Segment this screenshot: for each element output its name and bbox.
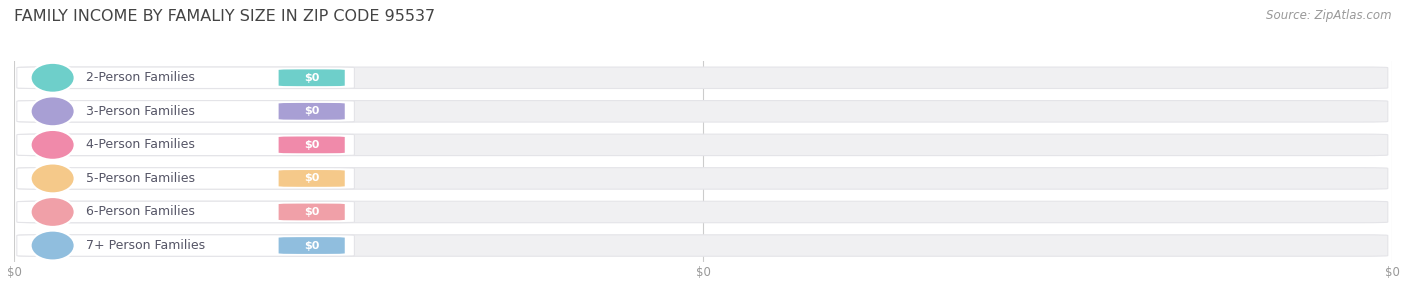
FancyBboxPatch shape bbox=[278, 170, 344, 187]
FancyBboxPatch shape bbox=[278, 237, 344, 254]
FancyBboxPatch shape bbox=[17, 235, 354, 256]
Text: 2-Person Families: 2-Person Families bbox=[86, 71, 194, 84]
Text: $0: $0 bbox=[304, 207, 319, 217]
Text: $0: $0 bbox=[304, 140, 319, 150]
Ellipse shape bbox=[31, 96, 75, 126]
Ellipse shape bbox=[31, 231, 75, 260]
Text: $0: $0 bbox=[304, 241, 319, 250]
FancyBboxPatch shape bbox=[17, 201, 354, 223]
FancyBboxPatch shape bbox=[278, 137, 344, 153]
Ellipse shape bbox=[31, 63, 75, 93]
Text: 7+ Person Families: 7+ Person Families bbox=[86, 239, 205, 252]
FancyBboxPatch shape bbox=[18, 101, 1388, 122]
Text: 3-Person Families: 3-Person Families bbox=[86, 105, 194, 118]
Text: 6-Person Families: 6-Person Families bbox=[86, 206, 194, 218]
Ellipse shape bbox=[31, 163, 75, 193]
Text: $0: $0 bbox=[304, 106, 319, 116]
Ellipse shape bbox=[31, 197, 75, 227]
Text: FAMILY INCOME BY FAMALIY SIZE IN ZIP CODE 95537: FAMILY INCOME BY FAMALIY SIZE IN ZIP COD… bbox=[14, 9, 436, 24]
FancyBboxPatch shape bbox=[278, 70, 344, 86]
Ellipse shape bbox=[31, 130, 75, 160]
FancyBboxPatch shape bbox=[17, 101, 354, 122]
FancyBboxPatch shape bbox=[18, 235, 1388, 256]
FancyBboxPatch shape bbox=[18, 134, 1388, 156]
FancyBboxPatch shape bbox=[17, 168, 354, 189]
Text: 5-Person Families: 5-Person Families bbox=[86, 172, 194, 185]
FancyBboxPatch shape bbox=[18, 201, 1388, 223]
FancyBboxPatch shape bbox=[18, 168, 1388, 189]
FancyBboxPatch shape bbox=[17, 67, 354, 88]
Text: 4-Person Families: 4-Person Families bbox=[86, 138, 194, 151]
FancyBboxPatch shape bbox=[18, 67, 1388, 88]
Text: $0: $0 bbox=[304, 174, 319, 183]
FancyBboxPatch shape bbox=[278, 103, 344, 120]
FancyBboxPatch shape bbox=[17, 134, 354, 156]
Text: $0: $0 bbox=[304, 73, 319, 83]
FancyBboxPatch shape bbox=[278, 204, 344, 220]
Text: Source: ZipAtlas.com: Source: ZipAtlas.com bbox=[1267, 9, 1392, 22]
